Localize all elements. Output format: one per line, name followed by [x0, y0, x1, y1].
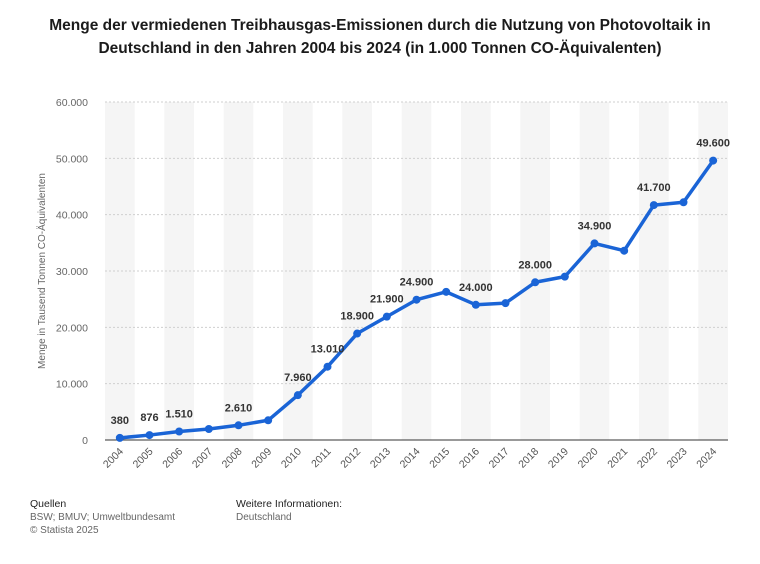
- sources-block: Quellen BSW; BMUV; Umweltbundesamt © Sta…: [30, 498, 175, 537]
- data-point[interactable]: [175, 427, 184, 436]
- data-label: 1.510: [165, 408, 193, 420]
- data-point[interactable]: [501, 299, 510, 308]
- x-tick-label: 2005: [131, 446, 156, 471]
- x-tick-label: 2019: [546, 446, 571, 471]
- data-point[interactable]: [382, 312, 391, 321]
- data-point[interactable]: [560, 272, 569, 281]
- copyright-text: © Statista 2025: [30, 525, 99, 536]
- data-label: 7.960: [284, 372, 312, 384]
- y-tick-label: 20.000: [56, 322, 88, 334]
- data-point[interactable]: [471, 300, 480, 309]
- data-point[interactable]: [234, 421, 243, 430]
- data-point[interactable]: [145, 431, 154, 440]
- x-tick-label: 2004: [101, 446, 126, 471]
- x-tick-label: 2023: [665, 446, 690, 471]
- x-tick-label: 2007: [190, 446, 215, 471]
- data-label: 380: [111, 415, 129, 427]
- y-tick-label: 60.000: [56, 97, 88, 109]
- y-tick-label: 0: [82, 435, 88, 447]
- data-label: 13.010: [311, 344, 345, 356]
- data-point[interactable]: [412, 295, 421, 304]
- data-point[interactable]: [115, 433, 124, 442]
- data-point[interactable]: [649, 201, 658, 210]
- sources-text: BSW; BMUV; Umweltbundesamt: [30, 512, 176, 523]
- x-tick-label: 2014: [398, 446, 423, 471]
- y-axis-ticks: 0 10.000 20.000 30.000 40.000 50.000 60.000: [56, 97, 88, 447]
- x-tick-label: 2021: [605, 446, 630, 471]
- y-tick-label: 40.000: [56, 210, 88, 222]
- info-heading: Weitere Informationen:: [236, 498, 343, 510]
- sources-heading: Quellen: [30, 498, 67, 510]
- data-point[interactable]: [323, 362, 332, 371]
- x-tick-label: 2009: [249, 446, 274, 471]
- data-label: 34.900: [578, 220, 612, 232]
- x-tick-label: 2011: [309, 446, 334, 471]
- data-point[interactable]: [531, 278, 540, 287]
- x-tick-label: 2017: [487, 446, 512, 471]
- data-labels: 380 876 1.510 2.610 7.960 13.010 18.900 21.900 2…: [111, 138, 730, 427]
- data-label: 18.900: [340, 311, 374, 323]
- x-tick-label: 2020: [576, 446, 601, 471]
- data-point[interactable]: [709, 156, 718, 165]
- data-point[interactable]: [204, 425, 213, 434]
- data-point[interactable]: [353, 329, 362, 338]
- info-block: Weitere Informationen: Deutschland: [236, 498, 342, 524]
- data-point[interactable]: [620, 246, 629, 255]
- y-tick-label: 50.000: [56, 153, 88, 165]
- x-axis-ticks: 2004 2005 2006 2007 2008 2009 2010 2011 2012 2013…: [101, 446, 719, 471]
- data-label: 28.000: [518, 259, 552, 271]
- x-tick-label: 2015: [427, 446, 452, 471]
- data-label: 24.900: [400, 277, 434, 289]
- data-label: 21.900: [370, 294, 404, 306]
- y-axis-label: Menge in Tausend Tonnen CO-Äquivalenten: [36, 173, 48, 369]
- data-point[interactable]: [442, 287, 451, 296]
- data-label: 24.000: [459, 282, 493, 294]
- x-tick-label: 2013: [368, 446, 393, 471]
- x-tick-label: 2024: [694, 446, 719, 471]
- data-point[interactable]: [264, 416, 273, 425]
- x-tick-label: 2016: [457, 446, 482, 471]
- data-label: 876: [140, 412, 158, 424]
- gridlines: [105, 101, 728, 441]
- data-point[interactable]: [679, 198, 688, 207]
- y-tick-label: 30.000: [56, 266, 88, 278]
- x-tick-label: 2018: [516, 446, 541, 471]
- chart-title: Menge der vermiedenen Treibhausgas-Emiss…: [49, 17, 711, 57]
- data-label: 41.700: [637, 182, 671, 194]
- x-tick-label: 2010: [279, 446, 304, 471]
- y-tick-label: 10.000: [56, 379, 88, 391]
- data-label: 2.610: [225, 402, 253, 414]
- x-tick-label: 2008: [220, 446, 245, 471]
- data-point[interactable]: [590, 239, 599, 248]
- x-tick-label: 2006: [160, 446, 185, 471]
- x-tick-label: 2012: [338, 446, 363, 471]
- data-label: 49.600: [696, 138, 730, 150]
- info-text: Deutschland: [236, 512, 292, 523]
- x-tick-label: 2022: [635, 446, 660, 471]
- data-point[interactable]: [293, 391, 302, 400]
- series-line-group: [115, 156, 718, 442]
